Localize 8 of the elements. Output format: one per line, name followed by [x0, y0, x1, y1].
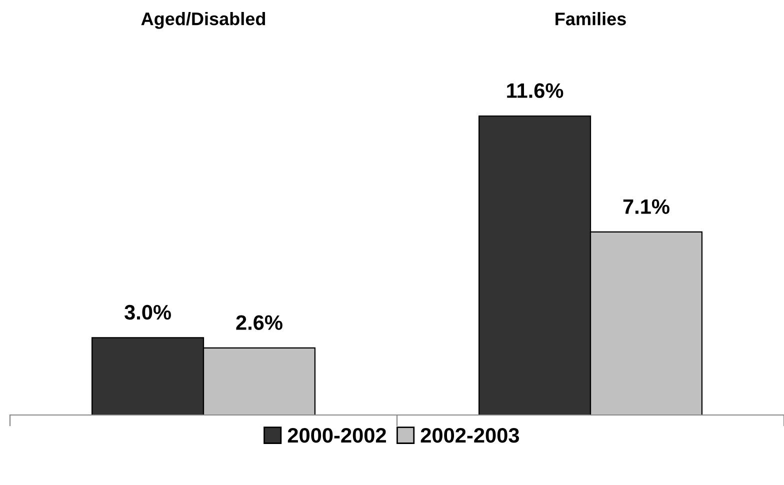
- legend-label: 2000-2002: [288, 428, 386, 443]
- x-tick-label: Families: [556, 12, 626, 26]
- data-label: 2.6%: [236, 315, 282, 330]
- data-label: 11.6%: [507, 83, 564, 98]
- data-label: 7.1%: [623, 199, 670, 214]
- legend-label: 2002-2003: [420, 428, 519, 443]
- data-label: 3.0%: [124, 304, 171, 320]
- x-tick-label: Aged/Disabled: [141, 12, 266, 29]
